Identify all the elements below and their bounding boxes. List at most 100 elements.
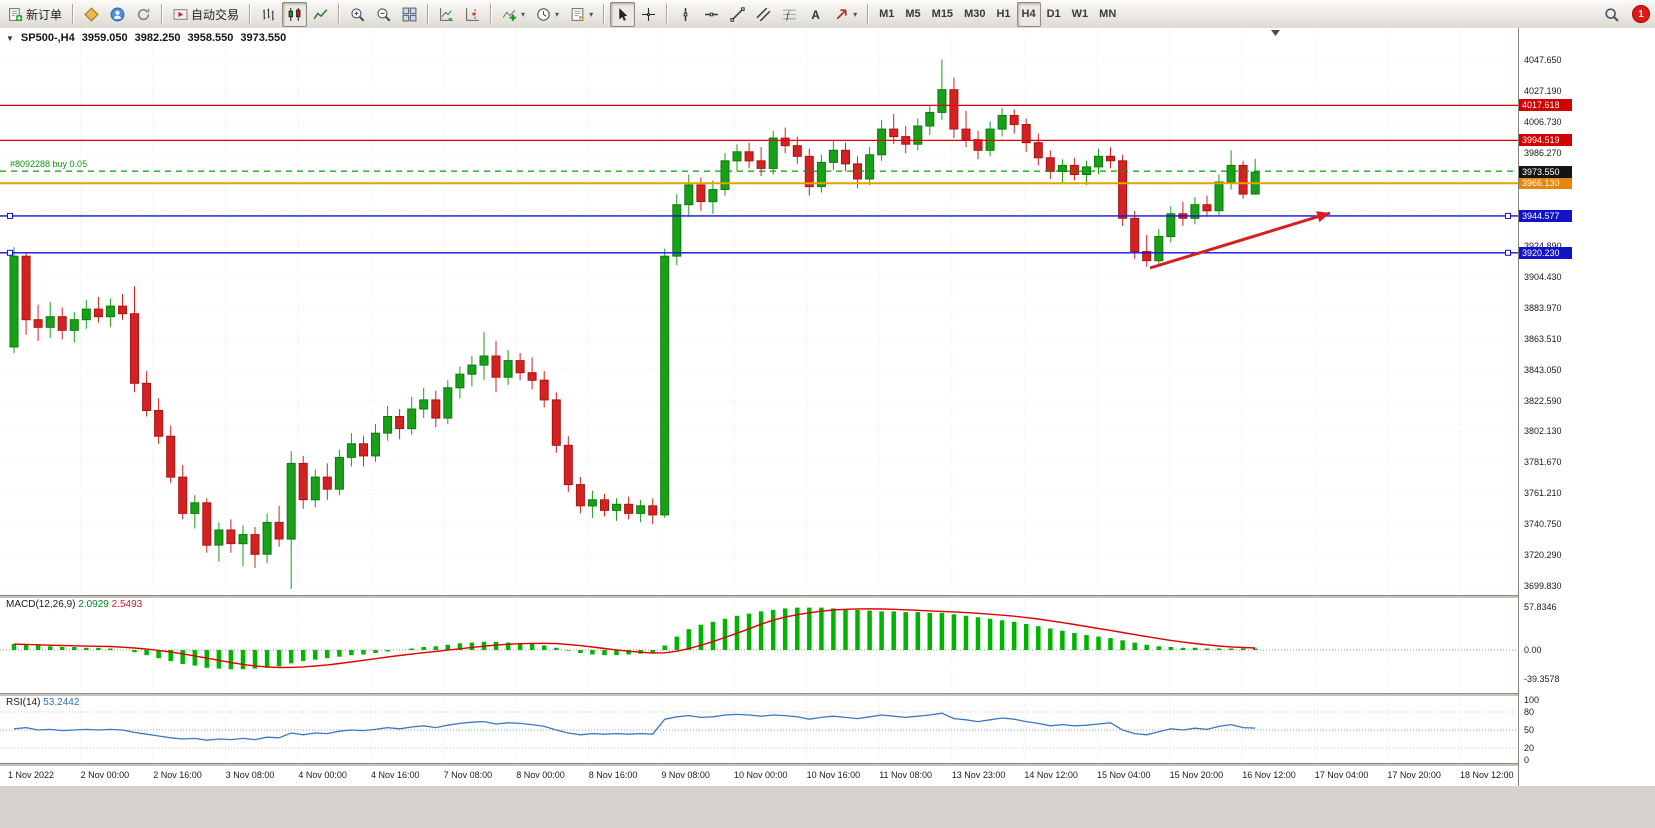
status-bar [0, 786, 1655, 828]
zoom-out-button[interactable] [371, 2, 396, 27]
low-value: 3958.550 [187, 32, 234, 44]
macd-panel[interactable] [0, 597, 1518, 693]
time-label: 17 Nov 20:00 [1387, 770, 1441, 780]
fibonacci-button[interactable]: f [777, 2, 802, 27]
auto-scroll-button[interactable] [434, 2, 459, 27]
rsi-panel[interactable] [0, 695, 1518, 763]
support-badge-upper: 3944.577 [1519, 210, 1572, 222]
cursor-button[interactable] [610, 1, 636, 27]
toolbar-separator [72, 4, 75, 24]
rsi-scale-label: 80 [1524, 707, 1535, 717]
tf-h1-button-label: H1 [996, 8, 1011, 20]
time-label: 2 Nov 16:00 [153, 770, 202, 780]
macd-histogram [11, 607, 1258, 670]
rsi-value: 53.2442 [43, 697, 80, 708]
tf-h4-button[interactable]: H4 [1016, 1, 1041, 27]
chart-window: ▼ SP500-,H4 3959.050 3982.250 3958.550 3… [0, 28, 1655, 786]
vertical-line-button[interactable] [673, 2, 698, 27]
price-scale-label: 3843.050 [1524, 365, 1562, 375]
chart-header: ▼ SP500-,H4 3959.050 3982.250 3958.550 3… [6, 32, 286, 44]
price-chart[interactable] [0, 28, 1518, 595]
zoom-out-icon [376, 7, 391, 22]
rsi-scale-label: 100 [1524, 695, 1540, 705]
trendline-button[interactable] [725, 2, 750, 27]
refresh-button[interactable] [131, 2, 156, 27]
macd-signal-line [13, 608, 1256, 669]
toolbar-separator [427, 4, 430, 24]
new-order-button[interactable]: 新订单 [3, 2, 67, 27]
toolbar-separator [490, 4, 493, 24]
tf-w1-button[interactable]: W1 [1067, 2, 1094, 27]
rsi-name: RSI(14) [6, 697, 41, 708]
time-label: 13 Nov 23:00 [951, 770, 1006, 780]
support-badge-lower: 3920.230 [1519, 247, 1572, 259]
open-position-label[interactable]: #8092288 buy 0.05 [10, 159, 88, 169]
text-button[interactable]: A [803, 2, 828, 27]
chevron-down-icon: ▾ [521, 9, 526, 19]
notification-badge[interactable]: 1 [1632, 5, 1650, 23]
chart-line-icon [313, 7, 328, 22]
time-label: 2 Nov 00:00 [80, 770, 130, 780]
line-handle[interactable] [1505, 212, 1511, 219]
panel-separator[interactable] [0, 693, 1655, 696]
periods-button[interactable]: ▾ [531, 2, 564, 27]
hline-icon [704, 7, 719, 22]
grid [0, 28, 1518, 595]
line-handle[interactable] [1505, 249, 1511, 256]
refresh-icon [136, 7, 151, 22]
one-click-trading-toggle-icon[interactable]: ▼ [6, 33, 14, 43]
arrows-button[interactable]: ▾ [829, 2, 862, 27]
tf-m30-button-label: M30 [964, 8, 986, 20]
time-label: 4 Nov 16:00 [371, 770, 420, 780]
tile-windows-button[interactable] [397, 2, 422, 27]
panel-separator [0, 763, 1655, 766]
symbol-period-label: SP500-,H4 [20, 32, 75, 44]
chart-shift-marker[interactable] [1271, 30, 1280, 36]
chart-shift-button[interactable] [460, 2, 485, 27]
tf-h1-button[interactable]: H1 [991, 2, 1015, 27]
tf-m1-button[interactable]: M1 [874, 2, 899, 27]
community-button[interactable] [105, 2, 130, 27]
autotrading-button[interactable]: 自动交易 [168, 2, 244, 27]
close-value: 3973.550 [240, 32, 287, 44]
crosshair-button[interactable] [636, 2, 661, 27]
tf-m15-button[interactable]: M15 [927, 2, 958, 27]
templates-button[interactable]: ▾ [565, 2, 598, 27]
time-label: 11 Nov 08:00 [879, 770, 933, 780]
chart-objects[interactable] [0, 30, 1518, 270]
channel-button[interactable] [751, 2, 776, 27]
panel-separator[interactable] [0, 595, 1655, 598]
tf-m1-button-label: M1 [879, 8, 895, 20]
price-scale-label: 3720.290 [1524, 550, 1562, 560]
trend-arrow[interactable] [1149, 211, 1331, 270]
time-axis[interactable]: 1 Nov 2022 2 Nov 00:00 2 Nov 16:00 3 Nov 08… [0, 765, 1518, 786]
toolbar-separator [249, 4, 252, 24]
line-handle[interactable] [7, 249, 13, 256]
macd-scale-label: 0.00 [1524, 645, 1542, 655]
current-price-badge: 3973.550 [1519, 166, 1572, 178]
tf-d1-button[interactable]: D1 [1042, 2, 1066, 27]
zoom-in-button[interactable] [345, 2, 370, 27]
price-scale-label: 3761.210 [1524, 488, 1562, 498]
tf-m30-button[interactable]: M30 [959, 2, 990, 27]
search-button[interactable] [1599, 2, 1624, 27]
chevron-down-icon: ▾ [589, 9, 594, 19]
price-scale[interactable]: 4047.6504027.1904006.7303986.2703965.810… [1518, 28, 1655, 786]
bar-chart-button[interactable] [256, 2, 281, 27]
open-value: 3959.050 [81, 32, 128, 44]
tf-m5-button[interactable]: M5 [900, 2, 925, 27]
line-handle[interactable] [7, 212, 13, 219]
horizontal-line-button[interactable] [699, 2, 724, 27]
resistance-badge-lower: 3994.519 [1519, 134, 1572, 146]
indicators-button[interactable]: ▾ [497, 2, 530, 27]
new-order-icon [8, 7, 23, 22]
price-scale-label: 3863.510 [1524, 334, 1562, 344]
tf-w1-button-label: W1 [1071, 8, 1089, 20]
tf-mn-button-label: MN [1099, 8, 1117, 20]
tf-mn-button[interactable]: MN [1094, 2, 1121, 27]
line-chart-button[interactable] [308, 2, 333, 27]
candlestick-chart-button[interactable] [282, 1, 308, 27]
price-scale-label: 3699.830 [1524, 581, 1562, 591]
mql5-button[interactable] [79, 2, 104, 27]
toolbar-separator [666, 4, 669, 24]
